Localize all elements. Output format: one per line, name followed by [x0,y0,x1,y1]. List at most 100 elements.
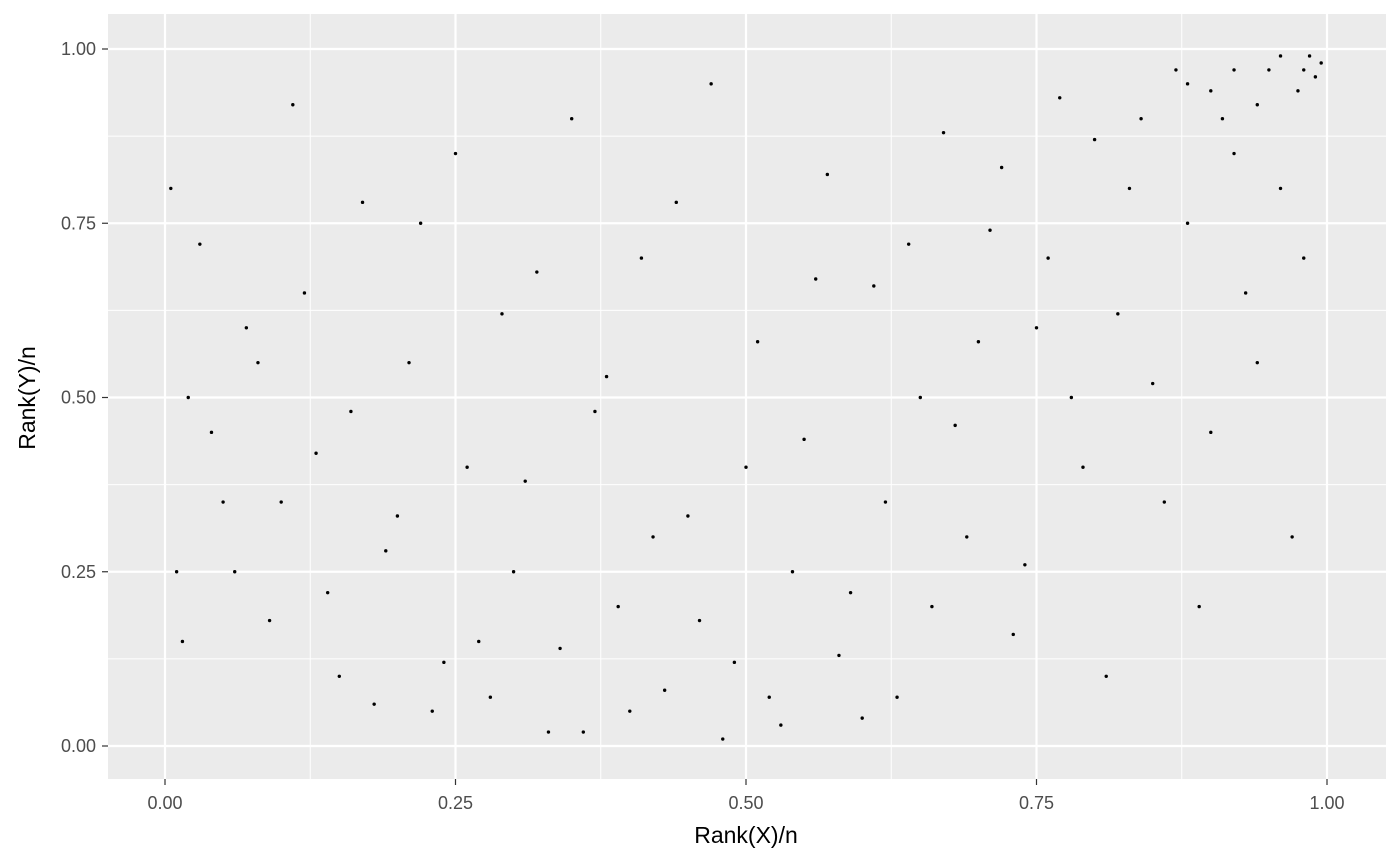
y-axis-ticks: 0.00 0.25 0.50 0.75 1.00 [61,39,108,756]
x-tick-label: 0.50 [728,793,763,813]
scatter-point [221,500,225,504]
scatter-point [279,500,283,504]
scatter-point [790,570,795,574]
scatter-point [1069,395,1074,400]
scatter-point [976,340,981,344]
y-tick-label: 1.00 [61,39,96,59]
scatter-point [1267,68,1271,72]
scatter-point [709,82,713,86]
x-tick-label: 1.00 [1309,793,1344,813]
scatter-point [198,242,202,246]
y-tick-label: 0.75 [61,213,96,233]
y-tick-label: 0.25 [61,562,96,582]
scatter-point [477,639,481,644]
scatter-point [721,737,725,741]
scatter-point [360,200,365,205]
x-tick-label: 0.75 [1019,793,1054,813]
scatter-point [1302,256,1306,260]
scatter-point [267,618,272,623]
scatter-point [546,730,551,734]
scatter-point [488,695,493,699]
scatter-point [1127,186,1132,191]
scatter-point [442,660,446,665]
scatter-point [1232,68,1236,72]
scatter-point [1220,117,1225,121]
scatter-point [256,360,260,365]
scatter-point [1209,89,1213,93]
scatter-point [349,409,353,414]
scatter-point [837,653,841,658]
scatter-point [1302,68,1306,72]
scatter-point [1092,137,1097,142]
scatter-point [1046,256,1050,260]
scatter-point [604,374,609,379]
scatter-point [180,639,185,644]
scatter-point [314,451,318,455]
scatter-point [1185,221,1190,225]
scatter-point [918,395,922,400]
scatter-point [1023,563,1027,567]
scatter-point [1104,674,1108,678]
scatter-point [174,570,179,574]
scatter-point [848,590,853,595]
scatter-point [233,570,237,574]
scatter-point [755,340,760,344]
y-axis-title: Rank(Y)/n [14,346,40,450]
scatter-point [581,730,586,734]
scatter-point [1162,500,1167,504]
scatter-point [616,604,620,609]
scatter-point [291,103,295,107]
scatter-point [244,326,249,330]
scatter-point [1139,117,1143,121]
scatter-point [453,151,458,156]
scatter-point [872,284,876,288]
scatter-point [1243,291,1248,295]
scatter-point [686,514,690,518]
scatter-point [906,242,911,246]
scatter-point [1290,535,1294,539]
x-axis-ticks: 0.00 0.25 0.50 0.75 1.00 [147,779,1345,813]
scatter-point [1116,312,1120,316]
scatter-point [418,221,423,225]
scatter-point [639,256,644,260]
scatter-point [1278,186,1283,191]
x-axis-title: Rank(X)/n [694,822,798,848]
scatter-point [186,395,190,400]
scatter-points [169,54,1323,741]
y-tick-label: 0.00 [61,736,96,756]
scatter-point [1278,54,1283,58]
scatter-point [169,186,173,191]
scatter-point [1081,465,1085,469]
scatter-point [209,430,214,435]
scatter-point [407,360,411,365]
scatter-point [523,479,527,483]
scatter-point [535,270,539,274]
scatter-point [662,688,667,692]
x-tick-label: 0.25 [438,793,473,813]
scatter-point [814,277,818,281]
scatter-point [384,549,388,553]
scatter-point [558,646,562,651]
scatter-point [1151,381,1155,386]
scatter-point [1255,103,1259,107]
scatter-point [1197,604,1201,609]
scatter-point [1296,89,1300,93]
scatter-point [860,716,864,720]
y-tick-label: 0.50 [61,388,96,408]
scatter-point [941,130,946,135]
scatter-point [593,409,597,414]
scatter-point [883,500,888,504]
scatter-point [1319,61,1323,65]
scatter-point [697,618,702,623]
scatter-point [570,117,574,121]
scatter-point [500,312,504,316]
scatter-point [302,291,307,295]
scatter-point [988,228,992,232]
scatter-point [767,695,771,699]
scatter-point [953,423,957,428]
scatter-point [999,165,1004,170]
scatter-point [1313,75,1318,79]
scatter-point [1307,54,1312,58]
